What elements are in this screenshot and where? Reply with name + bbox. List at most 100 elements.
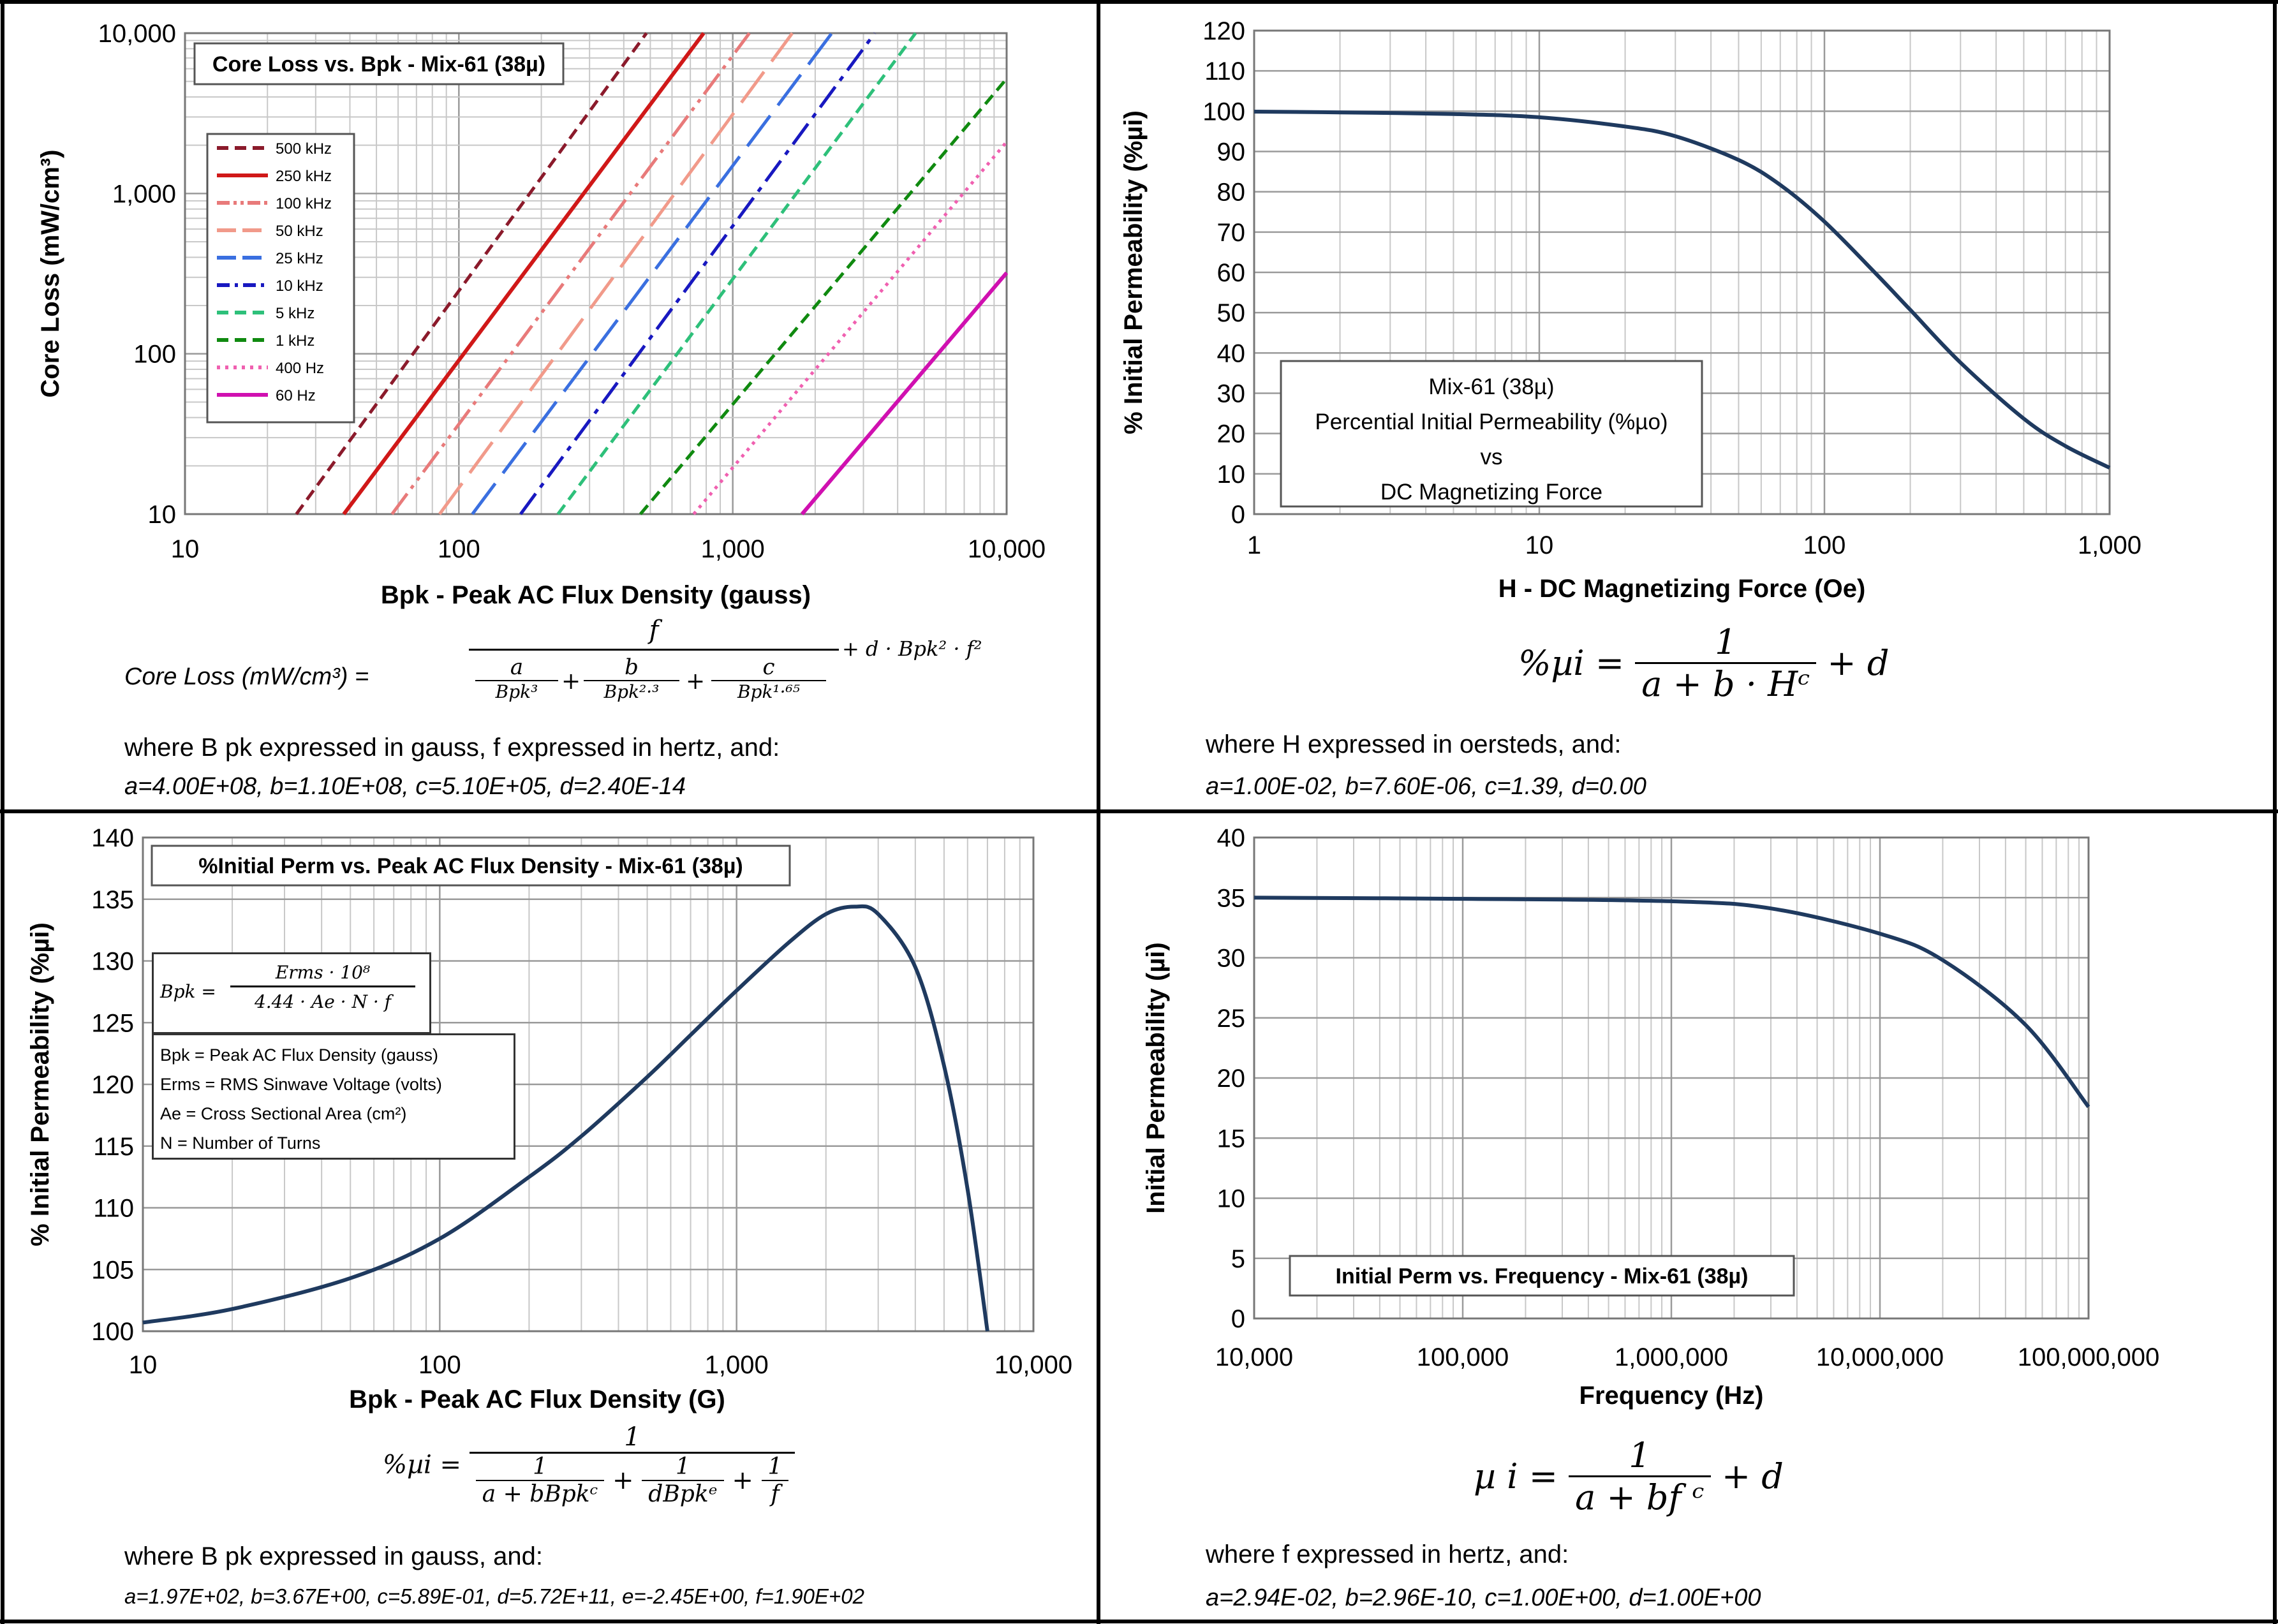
annotation-line: Percential Initial Permeability (%µo) <box>1315 410 1668 434</box>
core-loss-tail: + d · Bpk² · f² <box>842 637 982 661</box>
y-tick-label: 0 <box>1231 501 1245 529</box>
y-tick-label: 70 <box>1217 219 1246 247</box>
y-tick-label: 140 <box>91 824 134 852</box>
y-tick-label: 80 <box>1217 179 1246 207</box>
y-tick-label: 110 <box>93 1195 134 1223</box>
freq-perm-formula: µ i = 1 a + bf ᶜ + d <box>1474 1435 1784 1517</box>
chart-title: Core Loss vs. Bpk - Mix-61 (38µ) <box>212 52 545 77</box>
y-tick-label: 40 <box>1217 824 1246 852</box>
series-line <box>438 32 794 515</box>
term-a-num: a <box>510 654 524 680</box>
freq-perm-num: 1 <box>1629 1435 1651 1475</box>
flux-perm-t1d: a + bBpkᶜ <box>475 1480 605 1507</box>
flux-perm-where: where B pk expressed in gauss, and: <box>124 1542 543 1570</box>
x-axis-title: Bpk - Peak AC Flux Density (gauss) <box>381 581 811 609</box>
y-tick-label: 100 <box>133 341 176 369</box>
core-loss-numerator: f <box>649 616 659 645</box>
flux-perm-t3n: 1 <box>767 1454 783 1480</box>
x-tick-label: 10 <box>171 535 200 563</box>
y-tick-label: 20 <box>1217 1065 1246 1093</box>
x-axis-title: Bpk - Peak AC Flux Density (G) <box>349 1385 725 1414</box>
y-tick-label: 50 <box>1217 299 1246 327</box>
x-tick-label: 100,000 <box>1417 1343 1509 1371</box>
annotation-box <box>1280 360 1703 508</box>
series-line <box>295 32 648 515</box>
y-tick-label: 5 <box>1231 1245 1245 1273</box>
flux-perm-coeffs: a=1.97E+02, b=3.67E+00, c=5.89E-01, d=5.… <box>124 1584 864 1608</box>
freq-perm-den: a + bf ᶜ <box>1569 1475 1711 1517</box>
y-tick-label: 20 <box>1217 420 1246 448</box>
y-tick-label: 35 <box>1217 884 1246 912</box>
term-b-num: b <box>625 654 639 680</box>
dc-perm-formula: %µi = 1 a + b · Hᶜ + d <box>1518 622 1889 704</box>
y-tick-label: 135 <box>91 886 134 914</box>
series-line <box>692 140 1008 515</box>
plot-area-border <box>1253 836 2090 1320</box>
legend-label: 100 kHz <box>276 195 332 212</box>
y-tick-label: 10 <box>1217 1185 1246 1213</box>
x-tick-label: 1,000 <box>2078 531 2141 559</box>
y-tick-label: 40 <box>1217 339 1246 367</box>
bpk-box-lhs: Bpk = <box>160 981 216 1002</box>
def-erms: Erms = RMS Sinwave Voltage (volts) <box>160 1075 442 1094</box>
flux-perm-formula: %µi = 1 1 a + bBpkᶜ + 1 dBpkᵉ + 1 f <box>383 1422 795 1507</box>
plot-area-border <box>1253 29 2111 515</box>
chart-title: %Initial Perm vs. Peak AC Flux Density -… <box>198 854 743 878</box>
y-tick-label: 120 <box>91 1071 134 1099</box>
flux-perm-t2d: dBpkᵉ <box>642 1480 724 1507</box>
flux-perm-t1n: 1 <box>533 1454 547 1480</box>
x-tick-label: 10 <box>1525 531 1554 559</box>
x-axis-title: Frequency (Hz) <box>1579 1382 1764 1410</box>
legend-label: 500 kHz <box>276 140 332 158</box>
flux-perm-t3d: f <box>761 1480 789 1507</box>
flux-perm-num: 1 <box>624 1422 640 1452</box>
y-tick-label: 30 <box>1217 380 1246 408</box>
core-loss-fraction: f a Bpk³ + b Bpk²·³ + c Bpk¹·⁶⁵ <box>469 616 839 714</box>
chart-title-box <box>151 845 791 887</box>
x-tick-label: 1,000 <box>705 1351 769 1379</box>
y-tick-label: 10,000 <box>98 20 176 48</box>
x-tick-label: 10,000 <box>1215 1343 1293 1371</box>
legend-label: 250 kHz <box>276 168 332 185</box>
y-tick-label: 10 <box>148 501 177 529</box>
x-tick-label: 100 <box>438 535 480 563</box>
bpk-formula-box: Bpk = Erms · 10⁸ 4.44 · Ae · N · f <box>152 952 431 1034</box>
series-line <box>1254 109 2111 470</box>
term-b-den: Bpk²·³ <box>584 680 679 702</box>
core-loss-formula-lhs: Core Loss (mW/cm³) = <box>124 663 369 690</box>
core-loss-chart: 10 100 1,000 10,000 10 100 1,000 10,000 Bpk - Pe… <box>36 20 1046 609</box>
legend-label: 10 kHz <box>276 277 323 295</box>
x-tick-label: 10,000,000 <box>1816 1343 1944 1371</box>
x-axis-title: H - DC Magnetizing Force (Oe) <box>1498 575 1866 603</box>
y-tick-label: 90 <box>1217 138 1246 166</box>
annotation-line: DC Magnetizing Force <box>1380 480 1602 505</box>
dc-perm-tail: + d <box>1827 643 1890 683</box>
series-line <box>556 32 917 515</box>
core-loss-where: where B pk expressed in gauss, f express… <box>124 734 780 762</box>
chart-title: Initial Perm vs. Frequency - Mix-61 (38µ… <box>1336 1264 1749 1288</box>
series-line <box>519 32 876 515</box>
dc-perm-where: where H expressed in oersteds, and: <box>1206 730 1622 758</box>
x-tick-label: 100 <box>418 1351 461 1379</box>
def-ae: Ae = Cross Sectional Area (cm²) <box>160 1104 407 1123</box>
dc-perm-den: a + b · Hᶜ <box>1635 662 1817 704</box>
series-line <box>639 77 1008 515</box>
freq-perm-tail: + d <box>1721 1456 1784 1496</box>
y-axis-title: % Initial Permeability (%µi) <box>26 922 54 1246</box>
dc-perm-lhs: %µi = <box>1518 643 1625 683</box>
y-tick-label: 30 <box>1217 945 1246 973</box>
y-tick-label: 120 <box>1202 17 1245 45</box>
annotation-line: vs <box>1481 445 1503 469</box>
y-tick-label: 110 <box>1204 57 1245 85</box>
y-tick-label: 130 <box>91 948 134 976</box>
x-tick-label: 100 <box>1803 531 1846 559</box>
term-a-den: Bpk³ <box>475 680 558 702</box>
series-line <box>142 904 989 1332</box>
y-tick-label: 60 <box>1217 259 1246 287</box>
perm-vs-dc-force-chart: 1 10 100 1,0000102030405060708090100110120H… <box>1120 17 2141 603</box>
series-line <box>342 32 706 515</box>
x-tick-label: 1 <box>1247 531 1261 559</box>
legend-label: 50 kHz <box>276 223 323 240</box>
chart-title-box <box>193 42 565 85</box>
x-tick-label: 10,000 <box>995 1351 1072 1379</box>
